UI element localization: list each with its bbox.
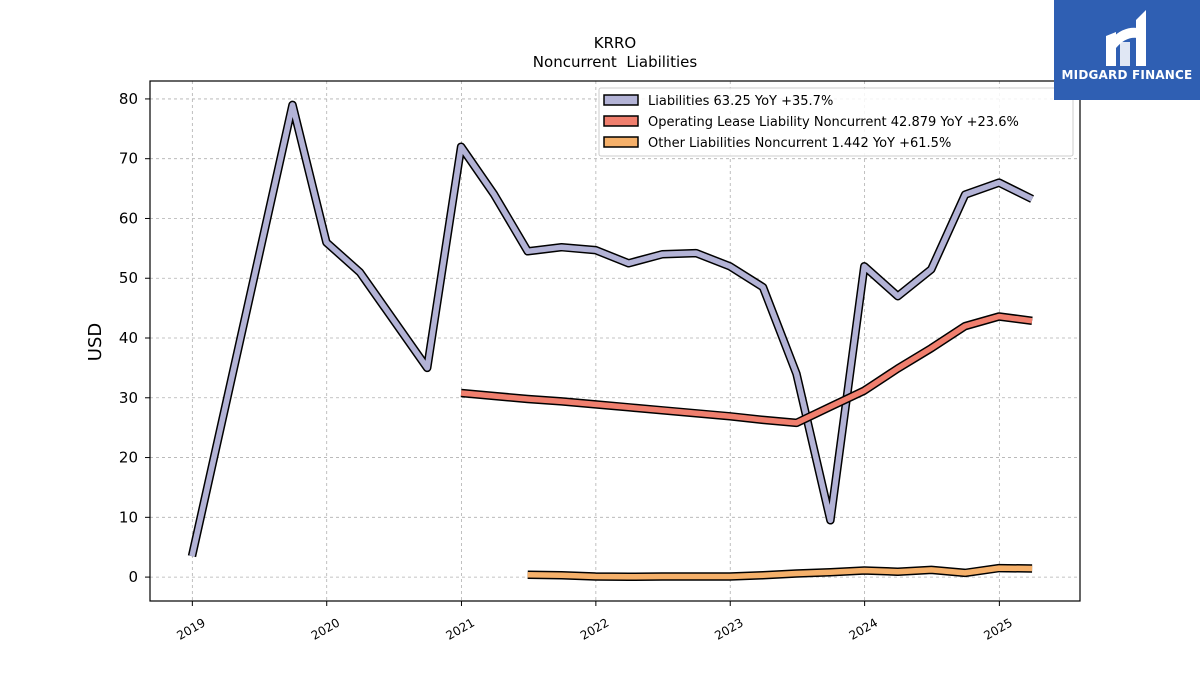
- x-tick-label: 2020: [309, 615, 342, 642]
- axis-ticks: 0 10 20 30 40 50 60 70 80 2019 2020 2021 2022 2023 202…: [119, 90, 1015, 643]
- brand-badge: MIDGARD FINANCE: [1054, 0, 1200, 100]
- legend-swatch: [603, 115, 639, 127]
- legend: Liabilities 63.25 YoY +35.7% Operating Le…: [598, 87, 1074, 157]
- y-tick-label: 50: [119, 269, 138, 287]
- y-tick-label: 30: [119, 389, 138, 407]
- series-2: [460, 312, 1033, 428]
- series-line: [460, 313, 1033, 426]
- y-tick-label: 10: [119, 508, 138, 526]
- series-line-outline: [187, 100, 1034, 558]
- legend-box: [598, 87, 1074, 157]
- legend-swatch: [603, 136, 639, 148]
- y-axis-label: USD: [85, 323, 106, 361]
- x-tick-label: 2024: [847, 615, 880, 642]
- series-line-outline: [460, 312, 1033, 428]
- brand-name: MIDGARD FINANCE: [1061, 68, 1193, 82]
- series-line: [189, 102, 1034, 557]
- y-tick-label: 20: [119, 449, 138, 467]
- y-tick-label: 70: [119, 150, 138, 168]
- x-tick-label: 2025: [981, 615, 1014, 642]
- plot-frame: [149, 80, 1081, 602]
- y-tick-label: 80: [119, 90, 138, 108]
- brand-logo-icon: [1106, 10, 1146, 66]
- chart-subtitle: Noncurrent Liabilities: [533, 53, 698, 71]
- legend-swatch: [603, 94, 639, 106]
- x-tick-label: 2023: [712, 615, 745, 642]
- legend-label: Other Liabilities Noncurrent 1.442 YoY +…: [648, 136, 951, 151]
- x-tick-label: 2019: [174, 615, 207, 642]
- series-1: [187, 100, 1034, 558]
- y-tick-label: 40: [119, 329, 138, 347]
- series-3: [527, 563, 1033, 582]
- series-lines: [187, 100, 1034, 582]
- series-line: [527, 565, 1033, 580]
- x-tick-label: 2021: [444, 615, 477, 642]
- legend-label: Operating Lease Liability Noncurrent 42.…: [648, 115, 1019, 130]
- chart-title: KRRO: [594, 34, 637, 52]
- y-tick-label: 0: [128, 568, 138, 586]
- y-tick-label: 60: [119, 209, 138, 227]
- legend-label: Liabilities 63.25 YoY +35.7%: [648, 94, 833, 109]
- x-tick-label: 2022: [578, 615, 611, 642]
